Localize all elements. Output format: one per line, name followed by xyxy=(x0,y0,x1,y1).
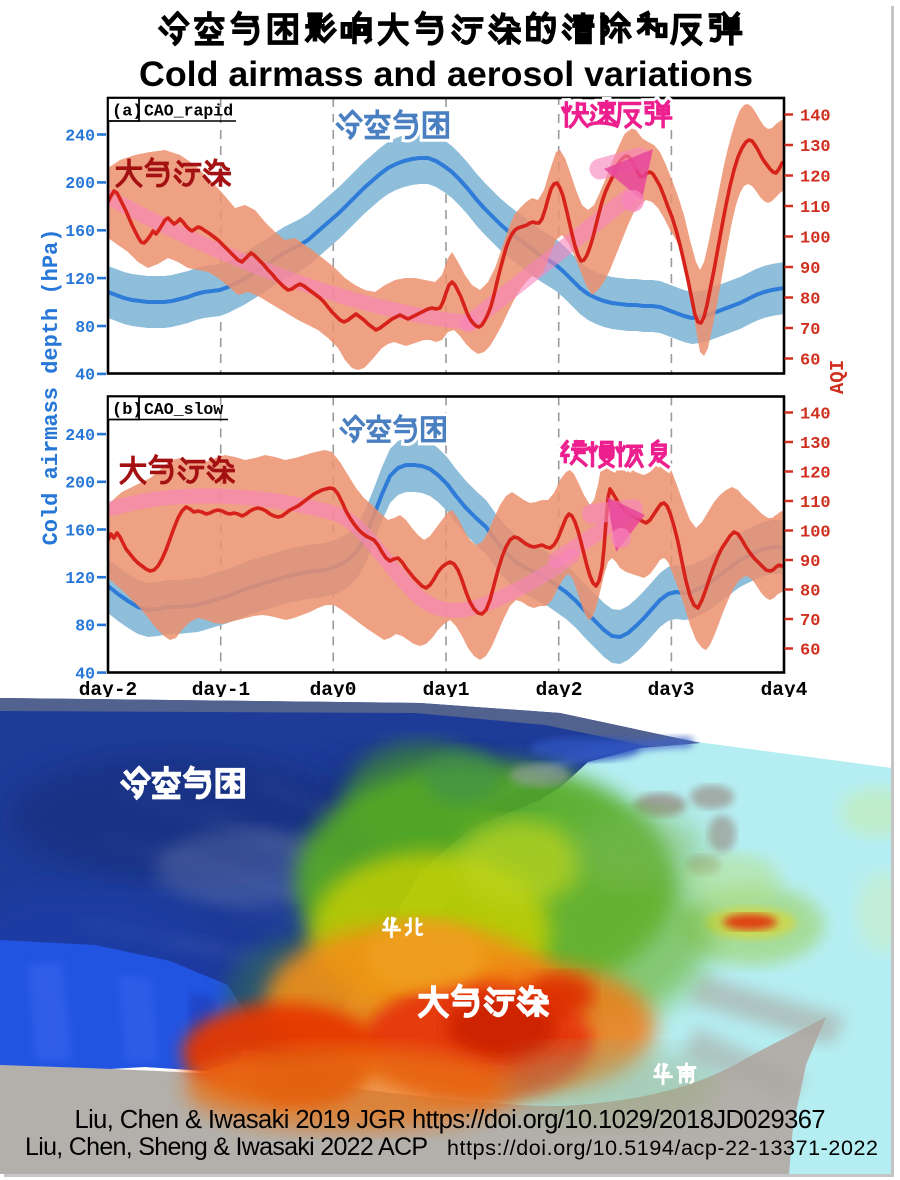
svg-text:Cold airmass depth (hPa): Cold airmass depth (hPa) xyxy=(39,229,64,546)
svg-text:200: 200 xyxy=(65,174,95,193)
svg-text:40: 40 xyxy=(75,664,95,683)
svg-text:120: 120 xyxy=(65,270,95,289)
svg-text:CAO_rapid: CAO_rapid xyxy=(144,102,233,121)
svg-text:110: 110 xyxy=(800,199,831,218)
svg-text:200: 200 xyxy=(65,474,95,493)
svg-text:day-1: day-1 xyxy=(192,679,251,701)
svg-text:60: 60 xyxy=(800,351,820,370)
svg-text:AQI: AQI xyxy=(827,360,849,394)
svg-text:160: 160 xyxy=(65,521,95,540)
svg-text:240: 240 xyxy=(65,126,95,145)
svg-text:day4: day4 xyxy=(761,679,808,701)
svg-text:120: 120 xyxy=(65,569,95,588)
svg-text:70: 70 xyxy=(800,612,820,631)
svg-text:100: 100 xyxy=(800,523,831,542)
svg-text:day-2: day-2 xyxy=(79,679,138,701)
svg-text:80: 80 xyxy=(800,582,820,601)
svg-text:https://doi.org/10.5194/acp-22: https://doi.org/10.5194/acp-22-13371-202… xyxy=(447,1136,878,1160)
svg-text:day3: day3 xyxy=(648,679,695,701)
svg-text:70: 70 xyxy=(800,321,820,340)
svg-text:80: 80 xyxy=(75,318,95,337)
svg-text:110: 110 xyxy=(800,494,831,513)
svg-text:140: 140 xyxy=(800,107,831,126)
svg-text:day0: day0 xyxy=(310,679,357,701)
svg-text:day2: day2 xyxy=(536,679,583,701)
svg-text:90: 90 xyxy=(800,260,820,279)
svg-text:CAO_slow: CAO_slow xyxy=(144,400,223,419)
svg-text:80: 80 xyxy=(75,617,95,636)
svg-text:(b): (b) xyxy=(112,401,143,420)
svg-text:100: 100 xyxy=(800,229,831,248)
svg-text:120: 120 xyxy=(800,168,831,187)
svg-text:130: 130 xyxy=(800,138,831,157)
svg-text:160: 160 xyxy=(65,222,95,241)
svg-text:90: 90 xyxy=(800,553,820,572)
svg-text:120: 120 xyxy=(800,464,831,483)
svg-text:(a): (a) xyxy=(112,103,143,122)
svg-text:Cold airmass and aerosol varia: Cold airmass and aerosol variations xyxy=(139,54,753,94)
svg-text:40: 40 xyxy=(75,366,95,385)
svg-text:day1: day1 xyxy=(423,679,470,701)
svg-text:240: 240 xyxy=(65,426,95,445)
svg-text:140: 140 xyxy=(800,405,831,424)
svg-text:80: 80 xyxy=(800,290,820,309)
svg-text:130: 130 xyxy=(800,435,831,454)
svg-text:60: 60 xyxy=(800,641,820,660)
svg-text:Liu, Chen & Iwasaki 2019 JGR h: Liu, Chen & Iwasaki 2019 JGR https://doi… xyxy=(75,1106,826,1134)
svg-text:Liu, Chen, Sheng & Iwasaki 202: Liu, Chen, Sheng & Iwasaki 2022 ACP xyxy=(25,1133,428,1161)
